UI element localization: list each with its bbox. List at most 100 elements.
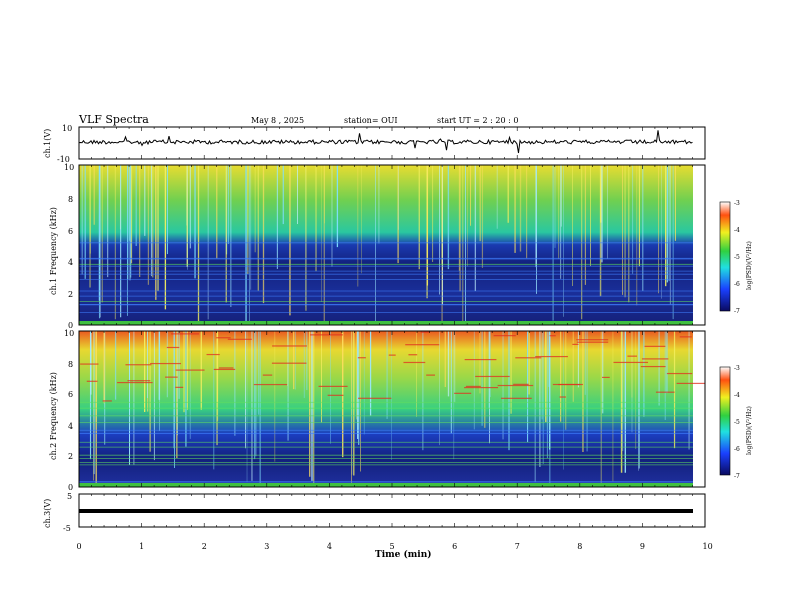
intense-emission-patch <box>357 357 366 359</box>
ch1-cbar-label: log(PSD)(V²/Hz) <box>746 241 753 290</box>
intense-emission-patch <box>464 358 497 361</box>
ch1-ytick-10: 10 <box>64 163 74 172</box>
ch1-ylabel: ch.1(V) <box>43 129 52 158</box>
intense-emission-patch <box>127 380 151 382</box>
x-axis-ticks: 0 1 2 3 4 5 6 7 8 9 10 <box>77 127 713 551</box>
intense-emission-patch <box>171 333 199 335</box>
ch1-cbar-tick-m4: -4 <box>734 227 740 234</box>
intense-emission-patch <box>405 344 440 346</box>
intense-emission-patch <box>535 355 568 358</box>
x-tick-label: 5 <box>390 542 395 551</box>
ch2-cbar-tick-m5: -5 <box>734 419 740 426</box>
ch2-cbar-tick-m6: -6 <box>734 446 740 453</box>
date-label: May 8 , 2025 <box>251 116 304 125</box>
intense-emission-patch <box>166 346 180 349</box>
intense-emission-patch <box>125 364 152 366</box>
intense-emission-patch <box>655 391 675 393</box>
intense-emission-patch <box>253 383 288 386</box>
intense-emission-patch <box>218 367 234 369</box>
x-axis-label: Time (min) <box>375 549 432 560</box>
intense-emission-patch <box>666 372 693 375</box>
ch1-ytick-bottom: -10 <box>57 155 70 164</box>
ch2-colorbar: -3 -4 -5 -6 -7 log(PSD)(V²/Hz) <box>719 365 753 480</box>
x-tick-label: 1 <box>139 542 144 551</box>
ch2-ytick-8: 8 <box>68 360 73 369</box>
intense-emission-patch <box>515 357 542 359</box>
intense-emission-patch <box>86 380 98 382</box>
intense-emission-patch <box>80 363 99 365</box>
intense-emission-patch <box>318 385 348 387</box>
ch2-cbar-tick-m4: -4 <box>734 392 740 399</box>
ch1-ytick-0: 0 <box>68 321 73 330</box>
low-frequency-band <box>79 321 693 325</box>
ch1-cbar-tick-m3: -3 <box>734 200 740 207</box>
intense-emission-patch <box>117 381 153 384</box>
intense-emission-patch <box>165 376 178 378</box>
ch2-ytick-4: 4 <box>68 422 73 431</box>
ch3-ytick-top: 5 <box>67 492 72 501</box>
start-time-label: start UT = 2 : 20 : 0 <box>437 116 518 125</box>
intense-emission-patch <box>465 385 481 388</box>
intense-emission-patch <box>602 376 610 379</box>
ch1-waveform-panel: 10 -10 ch.1(V) <box>43 124 706 164</box>
ch3-waveform-panel: 5 -5 ch.3(V) <box>43 492 706 533</box>
ch2-ytick-0: 0 <box>68 483 73 492</box>
ch1-cbar-tick-m5: -5 <box>734 254 740 261</box>
intense-emission-patch <box>420 331 430 333</box>
intense-emission-patch <box>272 345 307 347</box>
ch2-spec-ylabel: ch.2 Frequency (kHz) <box>49 372 58 460</box>
ch2-yticks: 10 8 6 4 2 0 <box>64 329 74 492</box>
intense-emission-patch <box>576 339 609 341</box>
intense-emission-patch <box>513 383 529 385</box>
intense-emission-patch <box>627 355 637 357</box>
ch2-ytick-10: 10 <box>64 329 74 338</box>
intense-emission-patch <box>175 369 205 371</box>
intense-emission-patch <box>576 341 609 343</box>
ch1-ytick-2: 2 <box>68 290 73 299</box>
intense-emission-patch <box>559 396 566 398</box>
intense-emission-patch <box>309 334 343 336</box>
intense-emission-patch <box>679 336 692 338</box>
ch3-ytick-bottom: -5 <box>63 524 71 533</box>
ch2-cbar-label: log(PSD)(V²/Hz) <box>746 406 753 455</box>
x-tick-label: 9 <box>640 542 645 551</box>
ch1-yticks: 10 8 6 4 2 0 <box>64 163 74 330</box>
x-tick-label: 7 <box>515 542 520 551</box>
ch2-spectrogram-streaks <box>79 331 706 487</box>
intense-emission-patch <box>175 386 184 388</box>
ch2-cbar-tick-m3: -3 <box>734 365 740 372</box>
station-label: station= OUI <box>344 116 398 125</box>
ch1-ytick-6: 6 <box>68 227 73 236</box>
intense-emission-patch <box>150 362 182 365</box>
low-frequency-band <box>79 483 693 487</box>
x-tick-label: 8 <box>577 542 582 551</box>
ch2-cbar-tick-m7: -7 <box>734 473 740 480</box>
x-tick-label: 10 <box>703 542 713 551</box>
ch3-waveform-trace <box>79 509 693 513</box>
ch1-waveform-trace <box>78 130 693 154</box>
figure-title: VLF Spectra <box>78 113 149 126</box>
intense-emission-patch <box>213 368 236 371</box>
intense-emission-patch <box>358 397 392 399</box>
ch2-spectrogram-panel: 10 8 6 4 2 0 ch.2 Frequency (kHz) -3 -4 … <box>49 329 753 492</box>
intense-emission-patch <box>216 337 231 339</box>
intense-emission-patch <box>227 338 252 340</box>
ch1-ytick-4: 4 <box>68 258 73 267</box>
ch2-ytick-6: 6 <box>68 390 73 399</box>
intense-emission-patch <box>549 335 556 337</box>
intense-emission-patch <box>464 386 499 389</box>
intense-emission-patch <box>644 345 666 347</box>
intense-emission-patch <box>327 394 344 396</box>
ch1-spec-ylabel: ch.1 Frequency (kHz) <box>49 207 58 295</box>
intense-emission-patch <box>408 354 418 356</box>
intense-emission-patch <box>206 353 220 356</box>
ch1-ytick-top: 10 <box>62 124 72 133</box>
ch1-spectrogram-streaks <box>79 165 693 325</box>
intense-emission-patch <box>640 365 666 368</box>
ch2-ytick-2: 2 <box>68 452 73 461</box>
intense-emission-patch <box>500 397 532 399</box>
x-tick-label: 3 <box>264 542 269 551</box>
intense-emission-patch <box>262 374 273 376</box>
intense-emission-patch <box>271 362 307 364</box>
